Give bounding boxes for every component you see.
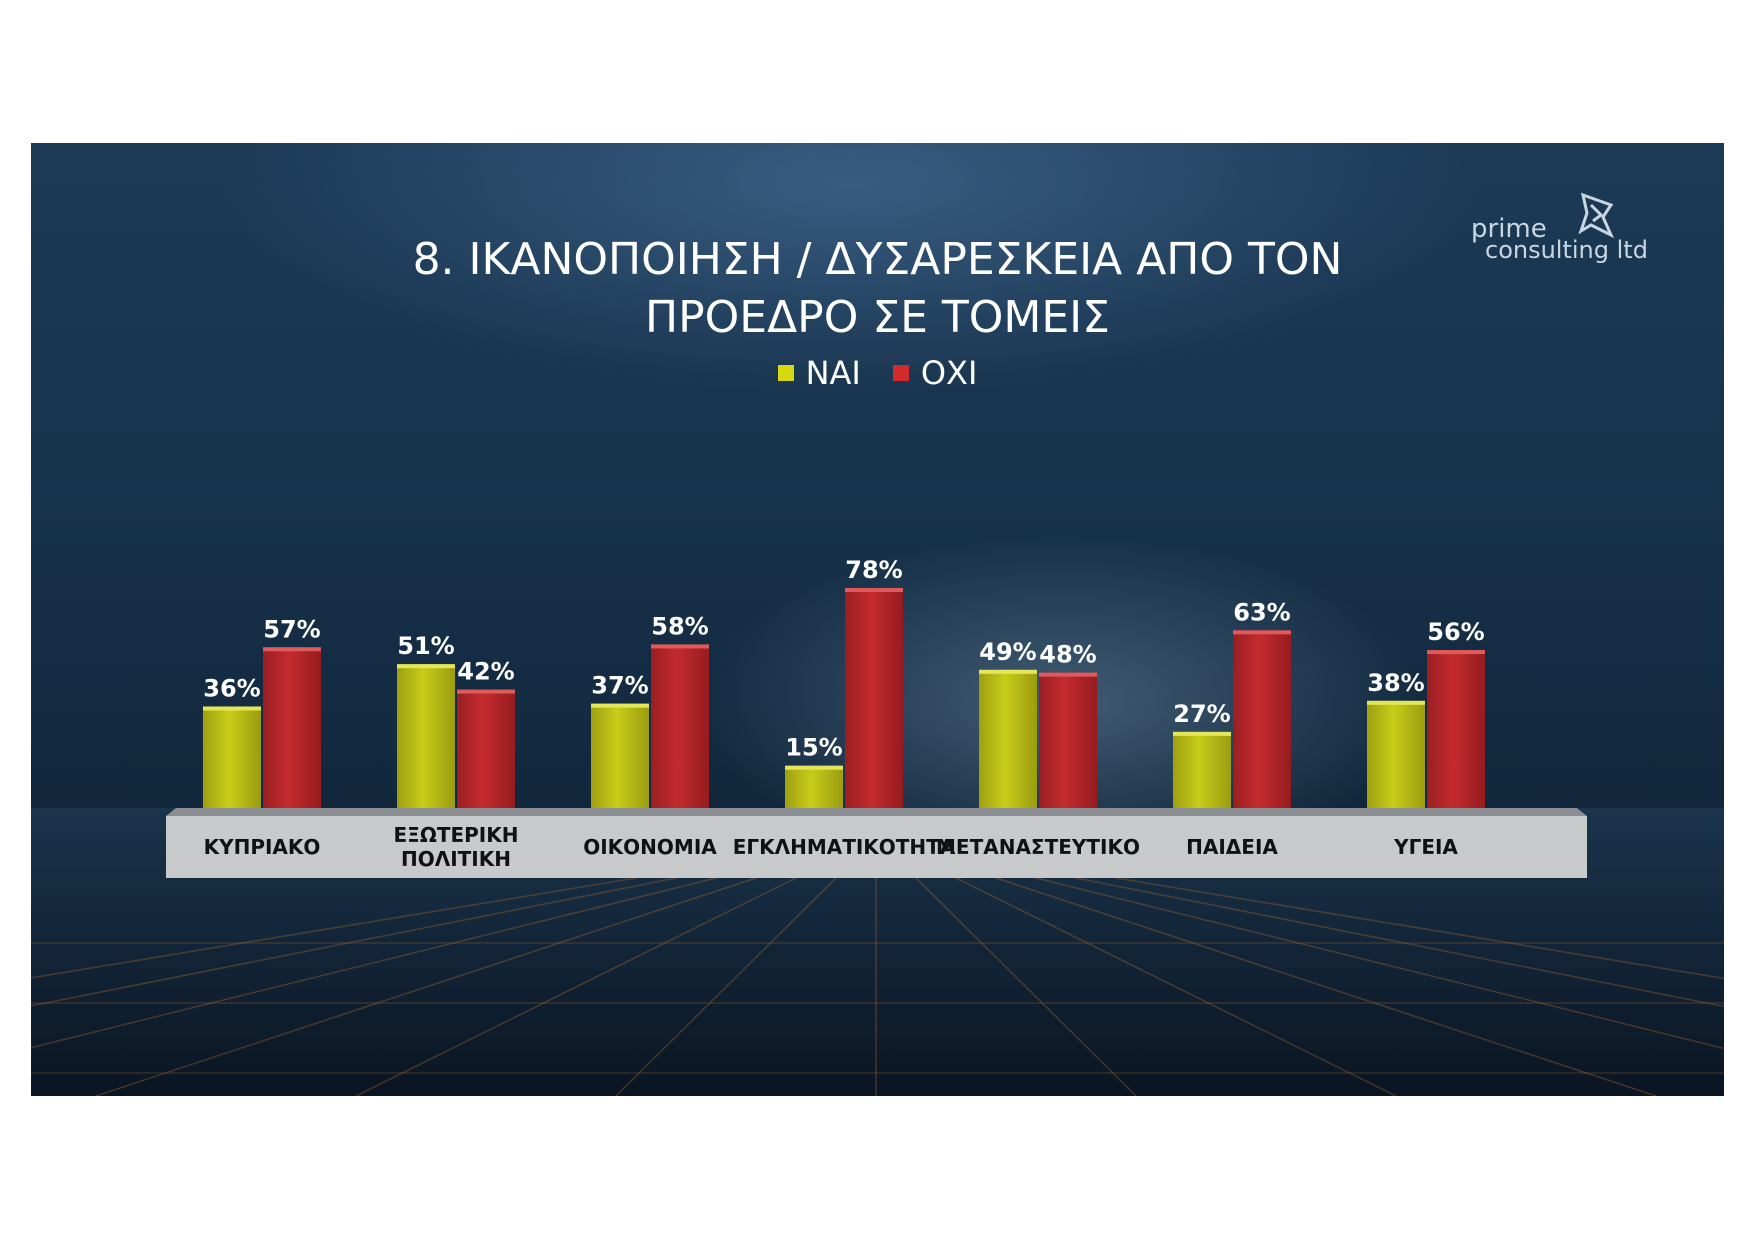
legend-item-no: ΟΧΙ [892,353,978,393]
value-label-yes-6: 38% [1367,669,1424,697]
value-label-no-2: 58% [651,612,708,640]
bar-yes-6 [1367,700,1425,808]
value-label-yes-0: 36% [203,674,260,702]
bar-no-6 [1427,650,1485,808]
bar-no-4 [1039,672,1097,808]
category-label-4-0: ΜΕΤΑΝΑΣΤΕΥΤΙΚΟ [936,835,1140,859]
value-label-no-3: 78% [845,556,902,584]
bar-cap-yes-1 [397,664,455,669]
category-platform [166,808,1587,878]
value-label-yes-4: 49% [979,638,1036,666]
chart-title: 8. ΙΚΑΝΟΠΟΙΗΣΗ / ΔΥΣΑΡΕΣΚΕΙΑ ΑΠΟ ΤΟΝ ΠΡΟ… [31,231,1724,347]
bar-cap-yes-4 [979,669,1037,674]
bar-yes-0 [203,706,261,808]
bar-yes-3 [785,765,843,808]
value-label-no-6: 56% [1427,618,1484,646]
legend-label-yes: ΝΑΙ [805,354,861,392]
bar-cap-no-2 [651,644,709,649]
bar-cap-yes-5 [1173,731,1231,736]
category-label-5-0: ΠΑΙΔΕΙΑ [1186,835,1278,859]
category-label-0-0: ΚΥΠΡΙΑΚΟ [204,835,321,859]
bar-cap-no-0 [263,647,321,652]
logo-text-prime: prime [1471,214,1547,244]
value-label-yes-5: 27% [1173,700,1230,728]
bar-yes-5 [1173,731,1231,808]
bar-no-3 [845,588,903,808]
value-label-no-4: 48% [1039,641,1096,669]
value-label-no-1: 42% [457,658,514,686]
bar-yes-4 [979,669,1037,808]
bar-no-1 [457,689,515,808]
category-label-6-0: ΥΓΕΙΑ [1393,835,1458,859]
category-label-2-0: ΟΙΚΟΝΟΜΙΑ [583,835,717,859]
legend-swatch-no [892,365,909,381]
logo-text-consulting: consulting ltd [1485,236,1648,264]
bar-cap-no-6 [1427,650,1485,655]
brand-logo: prime consulting ltd [1471,191,1671,271]
value-label-yes-1: 51% [397,632,454,660]
bar-yes-1 [397,664,455,808]
bar-no-2 [651,644,709,808]
title-line-1: 8. ΙΚΑΝΟΠΟΙΗΣΗ / ΔΥΣΑΡΕΣΚΕΙΑ ΑΠΟ ΤΟΝ [412,234,1343,285]
legend-swatch-yes [777,365,794,381]
legend-label-no: ΟΧΙ [920,354,978,392]
bar-yes-2 [591,703,649,808]
bar-cap-no-4 [1039,672,1097,677]
value-label-yes-2: 37% [591,672,648,700]
bar-cap-yes-6 [1367,700,1425,705]
star-diamond-icon [1578,192,1615,239]
bar-cap-no-1 [457,689,515,694]
legend-item-yes: ΝΑΙ [777,353,861,393]
chart-legend: ΝΑΙ ΟΧΙ [31,353,1724,393]
bar-no-5 [1233,630,1291,808]
bar-cap-yes-2 [591,703,649,708]
bar-no-0 [263,647,321,808]
bar-cap-no-3 [845,588,903,593]
bar-cap-yes-0 [203,706,261,711]
title-line-2: ΠΡΟΕΔΡΟ ΣΕ ΤΟΜΕΙΣ [645,292,1110,343]
bar-cap-yes-3 [785,765,843,770]
value-label-no-0: 57% [263,615,320,643]
bar-cap-no-5 [1233,630,1291,635]
category-label-3-0: ΕΓΚΛΗΜΑΤΙΚΟΤΗΤΑ [733,835,956,859]
value-label-yes-3: 15% [785,734,842,762]
chart-panel: 8. ΙΚΑΝΟΠΟΙΗΣΗ / ΔΥΣΑΡΕΣΚΕΙΑ ΑΠΟ ΤΟΝ ΠΡΟ… [31,143,1724,1096]
bar-group [203,588,1485,808]
value-label-no-5: 63% [1233,598,1290,626]
category-label-1-1: ΠΟΛΙΤΙΚΗ [401,847,511,871]
category-label-1-0: ΕΞΩΤΕΡΙΚΗ [394,823,519,847]
